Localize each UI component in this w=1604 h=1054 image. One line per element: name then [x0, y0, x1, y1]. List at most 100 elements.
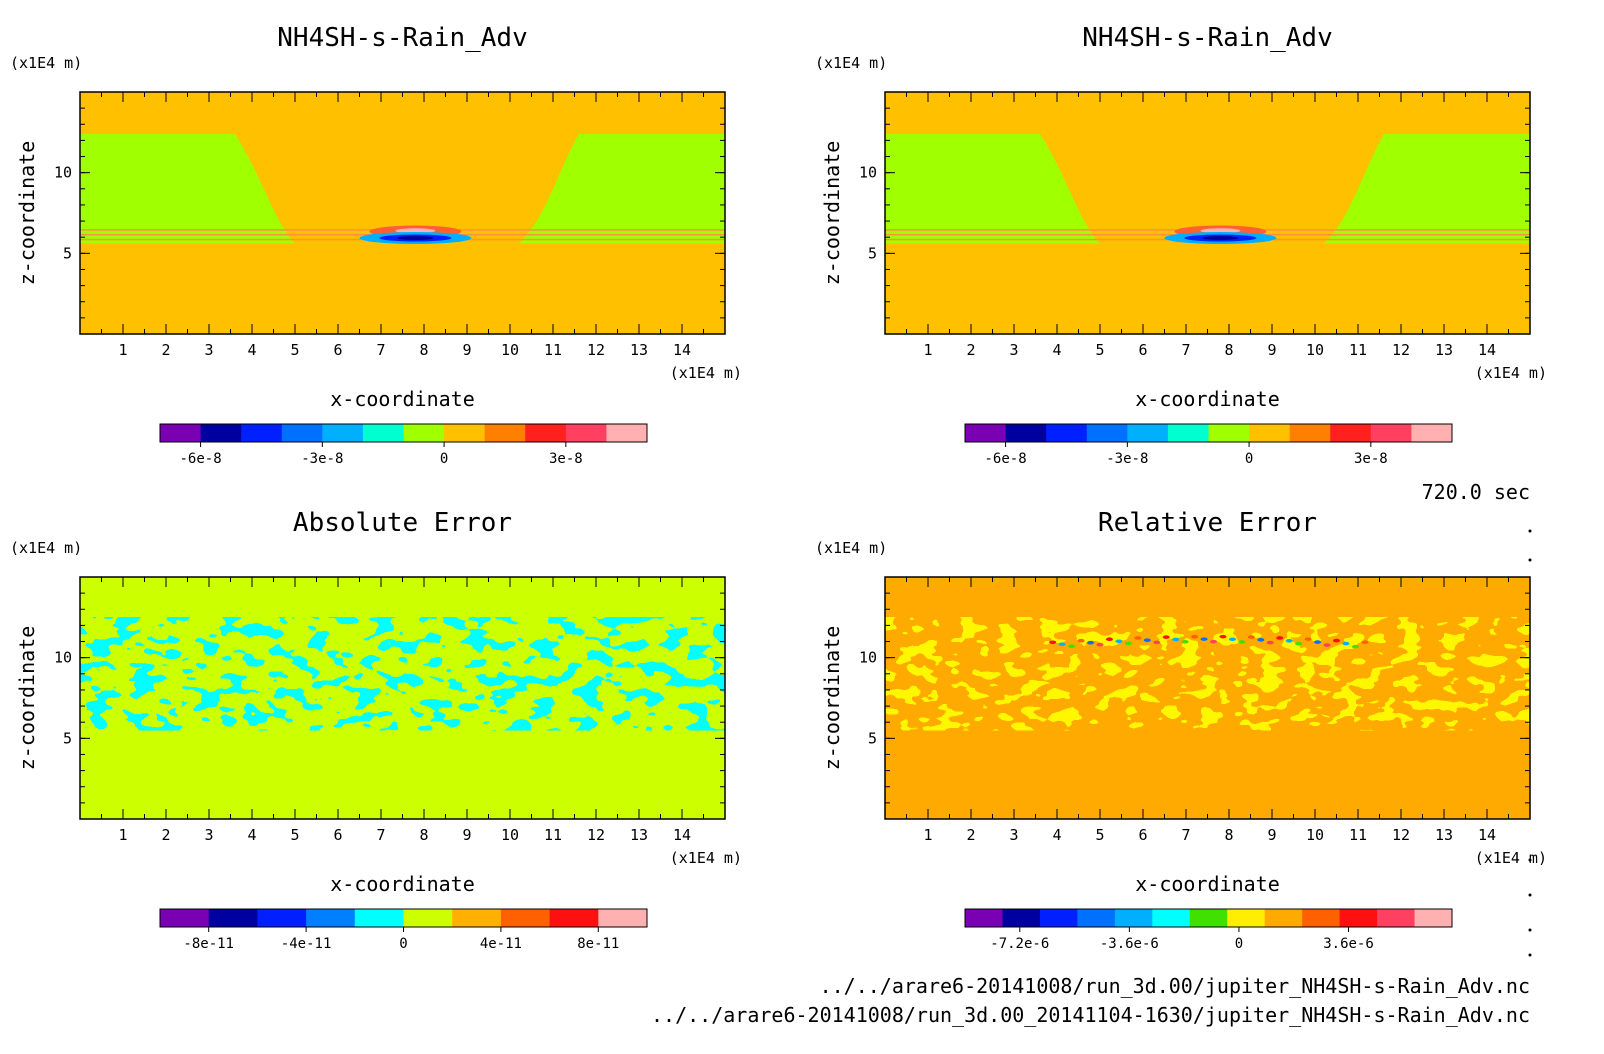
y-unit-label: (x1E4 m): [815, 539, 887, 557]
error-speckle: [1049, 640, 1057, 645]
y-tick-label: 5: [868, 244, 877, 262]
colorbar-tick-label: -3.6e-6: [1100, 936, 1159, 952]
colorbar-swatch: [1411, 424, 1453, 442]
x-tick-label: 8: [1224, 341, 1233, 359]
colorbar-tick-label: -6e-8: [985, 451, 1027, 467]
error-speckle: [1191, 634, 1199, 639]
x-tick-label: 6: [1138, 341, 1147, 359]
x-tick-label: 1: [923, 341, 932, 359]
x-tick-label: 11: [544, 826, 562, 844]
x-tick-label: 7: [376, 341, 385, 359]
colorbar-swatch: [500, 909, 551, 927]
x-tick-label: 14: [673, 826, 691, 844]
colorbar-tick-label: -7.2e-6: [990, 936, 1049, 952]
colorbar-swatch: [362, 424, 404, 442]
panel-bottom-right: Relative Error(x1E4 m)1 2 3 4 5 6 7 8 9 10 11 12 13 1…: [815, 508, 1547, 952]
x-tick-label: 4: [1052, 341, 1061, 359]
x-tick-label: 12: [1392, 341, 1410, 359]
top-cap: [80, 130, 725, 134]
colorbar: -7.2e-6 -3.6e-6 0 3.6e-6: [964, 908, 1453, 952]
colorbar-swatch: [1249, 424, 1291, 442]
time-label: 720.0 sec: [1422, 480, 1530, 504]
colorbar-tick-label: 3e-8: [1354, 451, 1388, 467]
y-unit-label: (x1E4 m): [10, 539, 82, 557]
error-speckle: [1124, 641, 1132, 646]
x-tick-label: 13: [1435, 826, 1453, 844]
error-speckle: [1257, 638, 1265, 642]
colorbar-swatch: [306, 909, 356, 927]
x-tick-label: 3: [1009, 826, 1018, 844]
colorbar-tick-label: -8e-11: [183, 936, 234, 952]
x-tick-label: 11: [544, 341, 562, 359]
x-tick-label: 6: [1138, 826, 1147, 844]
colorbar-frame: [159, 423, 648, 443]
x-tick-label: 11: [1349, 341, 1367, 359]
positive-core: [1200, 228, 1241, 234]
colorbar-swatch: [1302, 909, 1341, 927]
colorbar-swatch: [1208, 424, 1250, 442]
top-cap: [885, 130, 1530, 134]
x-tick-label: 14: [1478, 826, 1496, 844]
x-axis-label: x-coordinate: [1135, 872, 1280, 896]
colorbar-swatch: [1227, 909, 1266, 927]
x-tick-label: 10: [1306, 826, 1324, 844]
colorbar-swatch: [208, 909, 258, 927]
x-tick-label: 13: [1435, 341, 1453, 359]
colorbar-swatch: [160, 909, 210, 927]
colorbar-swatch: [1086, 424, 1128, 442]
x-tick-label: 4: [247, 826, 256, 844]
panel-title: NH4SH-s-Rain_Adv: [1082, 23, 1332, 53]
colorbar-tick-label: 8e-11: [577, 936, 619, 952]
positive-core: [395, 228, 436, 234]
colorbar: -6e-8 -3e-8 0 3e-8: [159, 423, 648, 467]
x-tick-label: 9: [462, 341, 471, 359]
x-tick-label: 8: [419, 341, 428, 359]
x-tick-label: 12: [1392, 826, 1410, 844]
error-speckle: [1351, 644, 1359, 649]
error-speckle: [1228, 637, 1236, 642]
colorbar-swatch: [1264, 909, 1303, 927]
error-speckle: [1295, 641, 1303, 646]
negative-core: [397, 236, 434, 241]
x-tick-label: 1: [118, 341, 127, 359]
error-speckle: [1068, 644, 1076, 648]
x-tick-label: 13: [630, 826, 648, 844]
y-axis-label: z-coordinate: [820, 626, 844, 771]
error-speckle: [1314, 640, 1322, 644]
x-tick-label: 10: [1306, 341, 1324, 359]
error-speckle: [1200, 637, 1208, 641]
x-tick-label: 12: [587, 341, 605, 359]
colorbar-tick-label: 3.6e-6: [1323, 936, 1374, 952]
colorbar-swatch: [598, 909, 648, 927]
colorbar-swatch: [525, 424, 567, 442]
x-unit-label: (x1E4 m): [670, 364, 742, 382]
error-speckle: [1181, 639, 1189, 644]
x-tick-label: 13: [630, 341, 648, 359]
colorbar-tick-label: -4e-11: [281, 936, 332, 952]
file-line-1: ../../arare6-20141008/run_3d.00/jupiter_…: [820, 974, 1530, 998]
colorbar-tick-label: 4e-11: [480, 936, 522, 952]
x-tick-label: 1: [923, 826, 932, 844]
error-speckle: [1342, 641, 1350, 646]
panel-title: Absolute Error: [293, 508, 512, 538]
error-speckle: [1238, 640, 1246, 644]
y-tick-label: 5: [63, 244, 72, 262]
error-speckle: [1134, 636, 1142, 640]
y-axis-label: z-coordinate: [15, 141, 39, 286]
colorbar-swatch: [965, 424, 1007, 442]
colorbar-swatch: [160, 424, 202, 442]
error-speckle: [1058, 642, 1066, 647]
colorbar-swatch: [1339, 909, 1378, 927]
colorbar-tick-label: 0: [1235, 936, 1243, 952]
panel-title: NH4SH-s-Rain_Adv: [277, 23, 527, 53]
negative-core: [1202, 236, 1239, 241]
x-tick-label: 12: [587, 826, 605, 844]
file-line-2: ../../arare6-20141008/run_3d.00_20141104…: [651, 1003, 1530, 1027]
y-tick-label: 10: [54, 649, 72, 667]
plot-field: [80, 92, 725, 334]
colorbar-swatch: [1114, 909, 1153, 927]
y-tick-label: 5: [868, 729, 877, 747]
error-speckle: [1087, 640, 1095, 645]
x-tick-label: 9: [1267, 341, 1276, 359]
panel-top-left: NH4SH-s-Rain_Adv(x1E4 m)1 2 3 4 5 6 7 8 9 10 11 12 1…: [10, 23, 742, 467]
